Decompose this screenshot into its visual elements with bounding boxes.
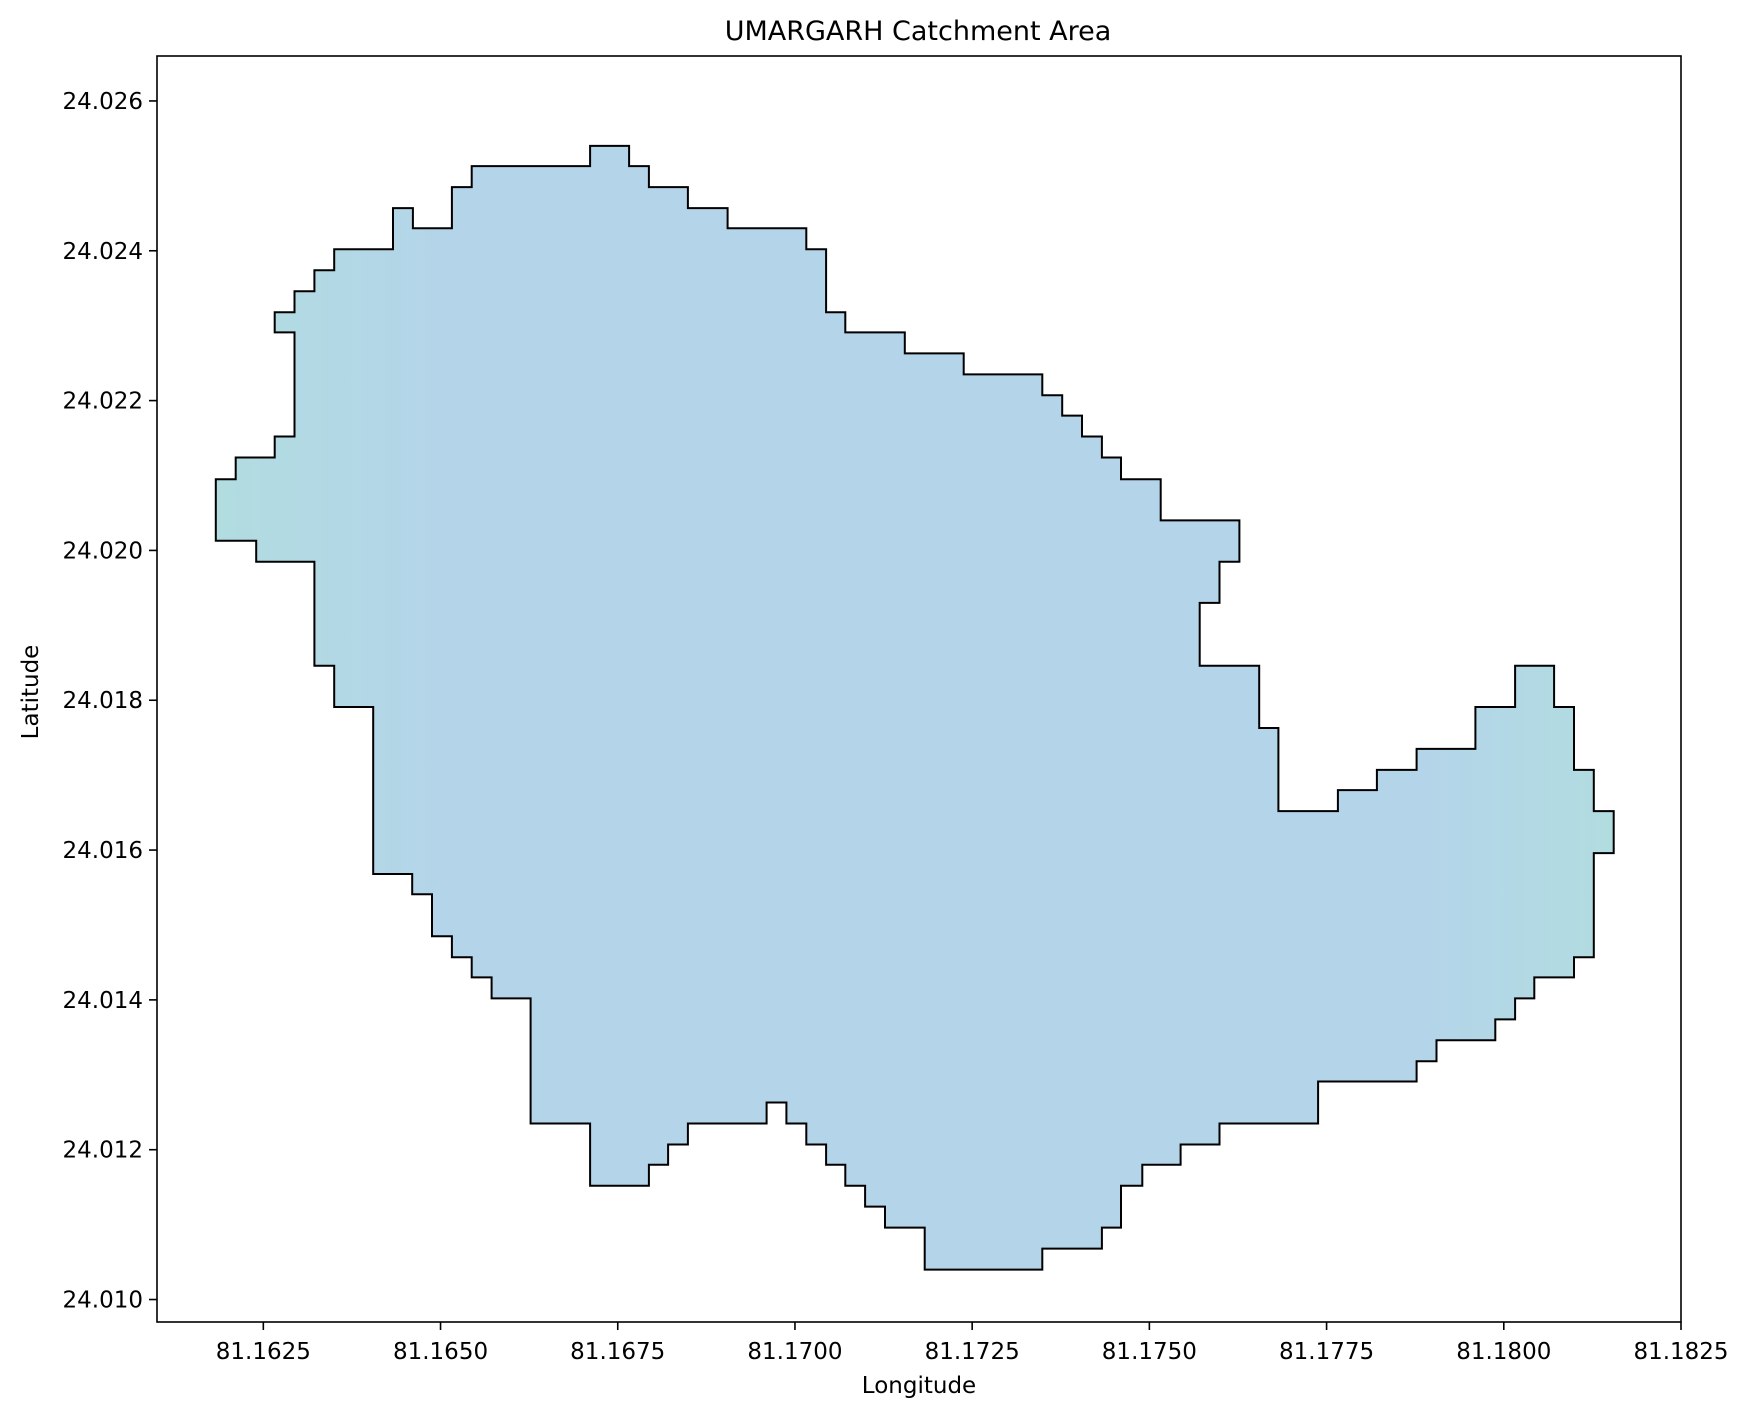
y-tick-label: 24.018: [63, 688, 143, 714]
x-axis-label: Longitude: [862, 1373, 976, 1399]
x-axis-ticks: 81.1625 81.1650 81.1675 81.1700 81.1725 81.17…: [216, 1322, 1729, 1365]
y-tick-label: 24.024: [63, 239, 143, 265]
map-title: UMARGARH Catchment Area: [725, 16, 1112, 47]
catchment-area-polygon: [214, 144, 1615, 1271]
y-tick-label: 24.022: [63, 389, 143, 415]
y-tick-label: 24.012: [63, 1138, 143, 1164]
x-tick-label: 81.1650: [393, 1339, 488, 1365]
y-tick-label: 24.010: [63, 1288, 143, 1314]
y-tick-label: 24.014: [63, 988, 143, 1014]
x-tick-label: 81.1700: [747, 1339, 842, 1365]
y-tick-label: 24.026: [63, 89, 143, 115]
x-tick-label: 81.1625: [216, 1339, 311, 1365]
y-axis-label: Latitude: [18, 645, 44, 740]
y-tick-label: 24.016: [63, 838, 143, 864]
x-tick-label: 81.1675: [570, 1339, 665, 1365]
x-tick-label: 81.1750: [1102, 1339, 1197, 1365]
y-axis-ticks: 24.010 24.012 24.014 24.016 24.018 24.020 24.0…: [63, 89, 157, 1314]
plot-frame: [156, 55, 1682, 1323]
x-tick-label: 81.1825: [1633, 1339, 1728, 1365]
x-tick-label: 81.1775: [1279, 1339, 1374, 1365]
x-tick-label: 81.1800: [1456, 1339, 1551, 1365]
x-tick-label: 81.1725: [925, 1339, 1020, 1365]
y-tick-label: 24.020: [63, 538, 143, 564]
